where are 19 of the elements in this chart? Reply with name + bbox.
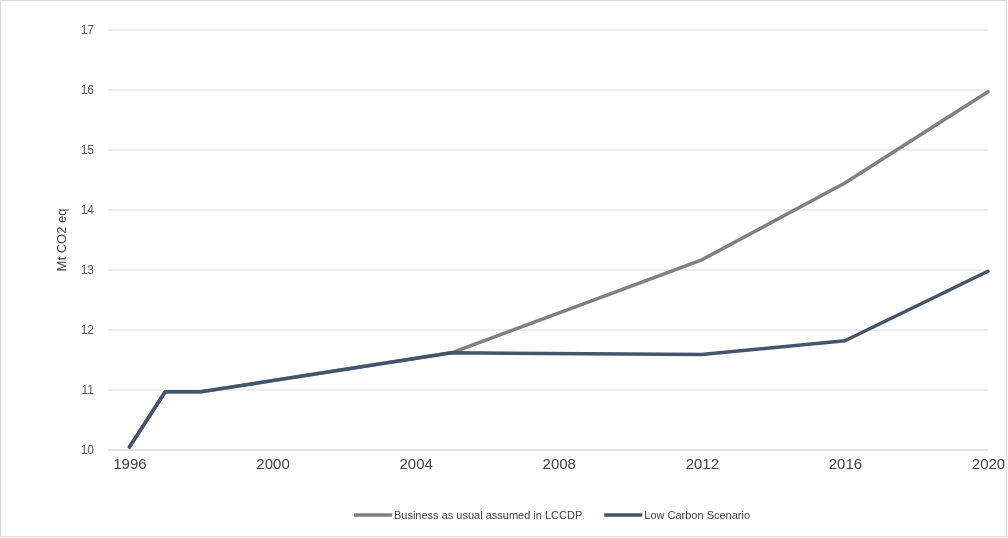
legend-label: Low Carbon Scenario bbox=[644, 509, 751, 521]
y-tick-label: 15 bbox=[80, 143, 95, 158]
x-tick-label: 2016 bbox=[828, 454, 863, 472]
x-tick-label: 1996 bbox=[113, 454, 147, 472]
y-tick-label: 12 bbox=[80, 323, 95, 338]
x-tick-label: 2020 bbox=[971, 454, 1006, 472]
x-tick-label: 2012 bbox=[685, 454, 720, 472]
y-tick-label: 16 bbox=[80, 83, 95, 98]
y-tick-label: 10 bbox=[80, 443, 95, 458]
x-tick-label: 2000 bbox=[256, 454, 290, 472]
y-tick-label: 14 bbox=[80, 203, 95, 218]
y-tick-label: 11 bbox=[81, 383, 95, 398]
y-tick-label: 17 bbox=[80, 23, 95, 38]
y-tick-label: 13 bbox=[80, 263, 95, 278]
x-tick-label: 2004 bbox=[399, 454, 433, 472]
line-series bbox=[127, 269, 990, 449]
y-axis-title: Mt CO2 eq bbox=[54, 208, 69, 272]
legend-label: Business as usual assumed in LCCDP bbox=[393, 509, 583, 521]
x-tick-label: 2008 bbox=[542, 454, 576, 472]
